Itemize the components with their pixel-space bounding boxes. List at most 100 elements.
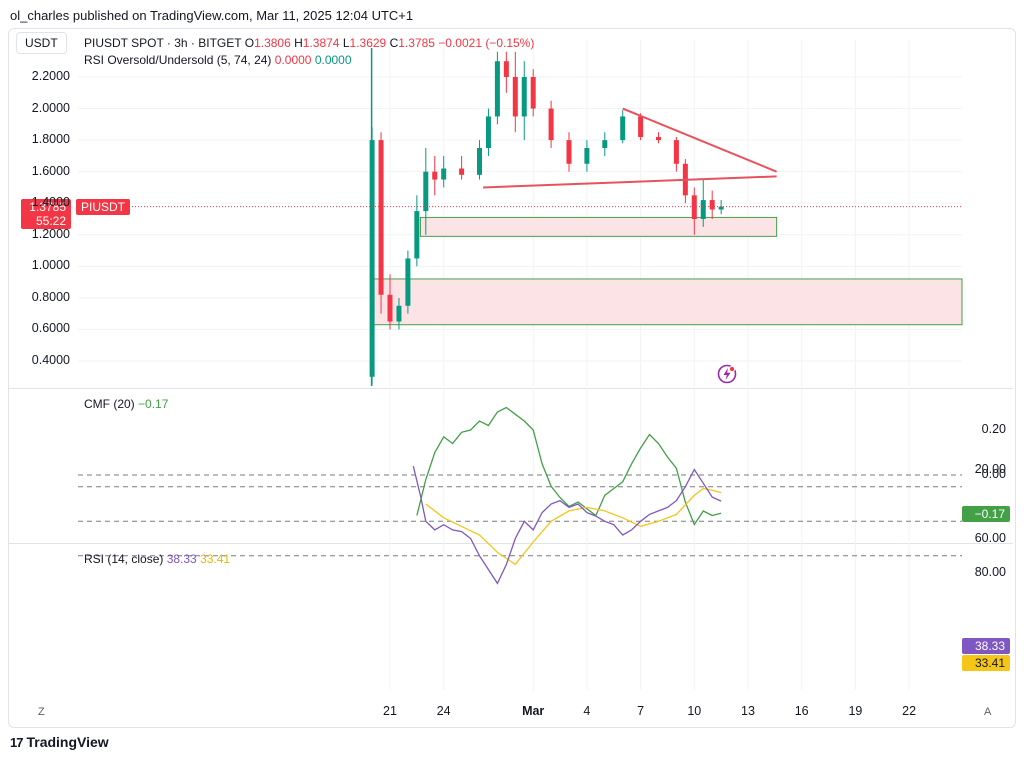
rsi-axis-label: 80.00 xyxy=(974,565,1006,579)
time-axis-label: Mar xyxy=(522,704,545,718)
candle-body xyxy=(485,116,491,148)
low-value: 1.3629 xyxy=(349,36,387,50)
tradingview-logo[interactable]: 17 TradingView xyxy=(10,734,109,750)
rsi-ma-value: 33.41 xyxy=(200,552,231,566)
trendline-1 xyxy=(622,107,778,173)
main-legend: PIUSDT SPOT · 3h · BITGET O1.3806 H1.387… xyxy=(84,36,534,50)
candle-body xyxy=(441,168,447,180)
high-value: 1.3874 xyxy=(302,36,340,50)
time-axis-label: 7 xyxy=(637,704,645,718)
candle-body xyxy=(718,206,724,210)
rsi-value-tag: 38.33 xyxy=(962,638,1010,654)
rsi-ma-value-tag: 33.41 xyxy=(962,655,1010,671)
rsi-axis-label: 60.00 xyxy=(974,530,1006,545)
time-axis-label: 24 xyxy=(436,704,451,718)
time-axis-label: 21 xyxy=(383,704,397,718)
publisher-line: ol_charles published on TradingView.com,… xyxy=(10,8,414,23)
time-axis-label: 13 xyxy=(741,704,755,718)
trendline-2 xyxy=(483,175,777,189)
rsi-legend: RSI (14, close) 38.33 33.41 xyxy=(84,552,230,566)
price-axis-label: 1.2000 xyxy=(31,226,70,241)
chart-frame xyxy=(8,28,1016,728)
candle-body xyxy=(423,171,429,212)
price-axis-label: 0.6000 xyxy=(31,321,70,336)
candle-body xyxy=(459,168,465,175)
price-axis-label: 1.8000 xyxy=(31,132,70,147)
rsi-name[interactable]: RSI (14, close) xyxy=(84,552,164,566)
time-axis-label: 19 xyxy=(848,704,863,718)
tradingview-mark-icon: 17 xyxy=(10,734,24,750)
cmf-legend: CMF (20) −0.17 xyxy=(84,397,168,411)
candle-body xyxy=(503,61,509,77)
candle-body xyxy=(414,211,420,259)
rsi-ou-name[interactable]: RSI Oversold/Undersold (5, 74, 24) xyxy=(84,53,272,67)
low-label: L xyxy=(342,36,350,50)
candle-body xyxy=(700,200,706,219)
candle-body xyxy=(387,294,393,322)
candle-body xyxy=(566,140,572,164)
symbol-price-label: PIUSDT xyxy=(76,199,131,215)
bar-countdown: 55:22 xyxy=(21,213,71,229)
time-axis-label: 22 xyxy=(902,704,917,718)
open-value: 1.3806 xyxy=(254,36,291,50)
open-label: O xyxy=(244,36,255,50)
demand-zone-2 xyxy=(371,278,963,326)
close-value: 1.3785 xyxy=(398,36,435,50)
rsi-axis-label: 20.00 xyxy=(974,461,1006,476)
change-value: −0.0021 (−0.15%) xyxy=(438,36,535,50)
candle-body xyxy=(405,258,411,306)
time-axis-label: 10 xyxy=(687,704,702,718)
events-flash-icon[interactable] xyxy=(717,364,737,384)
candle-body xyxy=(691,195,697,219)
price-axis-label: 0.4000 xyxy=(31,353,70,367)
rsi-line xyxy=(412,465,722,585)
rsi-ma-line xyxy=(425,487,722,566)
cmf-axis-label: 0.20 xyxy=(981,422,1006,436)
candle-body xyxy=(378,140,384,295)
candle-body xyxy=(530,77,536,109)
rsi-ou-legend: RSI Oversold/Undersold (5, 74, 24) 0.000… xyxy=(84,53,352,67)
symbol-title[interactable]: PIUSDT SPOT · 3h · BITGET xyxy=(84,36,242,50)
price-axis-label: 1.6000 xyxy=(31,163,70,178)
tradingview-wordmark: TradingView xyxy=(26,734,109,750)
cmf-axis-label: 0.00 xyxy=(981,467,1006,481)
candle-body xyxy=(477,148,482,175)
candle-body xyxy=(432,171,438,180)
auto-scale-button[interactable]: A xyxy=(984,706,992,718)
candle-body xyxy=(602,140,608,148)
candle-body xyxy=(656,136,661,141)
price-axis-label: 2.0000 xyxy=(31,100,70,115)
rsi-ou-value-2: 0.0000 xyxy=(314,53,352,67)
rsi-ou-value-1: 0.0000 xyxy=(274,53,312,67)
high-label: H xyxy=(294,36,303,50)
last-price-tag: 1.3785 xyxy=(21,199,71,215)
candle-body xyxy=(620,116,626,141)
cmf-value-tag: −0.17 xyxy=(962,506,1010,522)
demand-zone-1 xyxy=(419,216,778,237)
candle-body xyxy=(369,140,375,377)
price-axis-label: 0.8000 xyxy=(31,289,70,304)
cmf-line xyxy=(416,406,722,526)
candle-body xyxy=(673,140,679,164)
pane-separator-cmf[interactable] xyxy=(9,388,1013,389)
cmf-name[interactable]: CMF (20) xyxy=(84,397,135,411)
candle-body xyxy=(548,108,554,141)
zoom-auto-button[interactable]: Z xyxy=(38,706,45,718)
candle-body xyxy=(494,61,500,117)
candle-body xyxy=(638,116,644,137)
time-axis-label: 4 xyxy=(583,704,591,718)
price-axis-label: 1.0000 xyxy=(31,258,70,273)
candle-body xyxy=(709,200,715,210)
price-axis-label: 1.4000 xyxy=(31,195,70,210)
cmf-value: −0.17 xyxy=(138,397,169,411)
time-axis-label: 16 xyxy=(794,704,809,718)
candle-body xyxy=(521,77,527,117)
pane-separator-rsi[interactable] xyxy=(9,543,1013,544)
candle-body xyxy=(512,77,518,117)
candle-body xyxy=(396,305,402,322)
price-axis-label: 2.2000 xyxy=(31,69,70,83)
close-label: C xyxy=(389,36,399,50)
currency-selector[interactable]: USDT xyxy=(16,32,67,54)
candle-body xyxy=(584,148,590,164)
